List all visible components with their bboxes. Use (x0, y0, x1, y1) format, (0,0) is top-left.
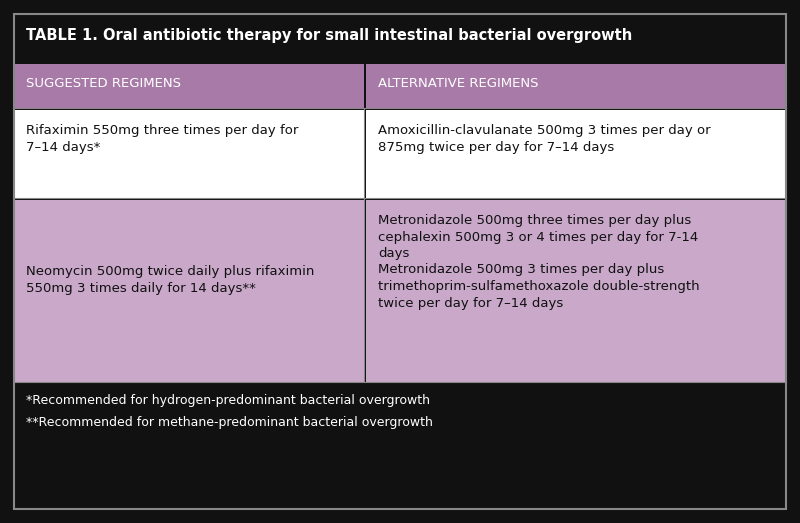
Text: SUGGESTED REGIMENS: SUGGESTED REGIMENS (26, 77, 181, 90)
Text: Neomycin 500mg twice daily plus rifaximin
550mg 3 times daily for 14 days**: Neomycin 500mg twice daily plus rifaximi… (26, 265, 314, 295)
Text: *Recommended for hydrogen-predominant bacterial overgrowth: *Recommended for hydrogen-predominant ba… (26, 394, 430, 407)
Text: **Recommended for methane-predominant bacterial overgrowth: **Recommended for methane-predominant ba… (26, 416, 433, 429)
Text: Amoxicillin-clavulanate 500mg 3 times per day or
875mg twice per day for 7–14 da: Amoxicillin-clavulanate 500mg 3 times pe… (378, 124, 711, 153)
Bar (364, 64, 366, 108)
Text: ALTERNATIVE REGIMENS: ALTERNATIVE REGIMENS (378, 77, 538, 90)
Text: TABLE 1. Oral antibiotic therapy for small intestinal bacterial overgrowth: TABLE 1. Oral antibiotic therapy for sma… (26, 28, 632, 43)
Bar (14, 384, 786, 509)
Bar (366, 64, 786, 108)
Text: Rifaximin 550mg three times per day for
7–14 days*: Rifaximin 550mg three times per day for … (26, 124, 298, 153)
Bar (366, 200, 786, 382)
Bar (14, 110, 364, 198)
Bar (14, 64, 364, 108)
Bar (364, 110, 366, 198)
Bar (14, 200, 364, 382)
Text: Metronidazole 500mg three times per day plus
cephalexin 500mg 3 or 4 times per d: Metronidazole 500mg three times per day … (378, 214, 700, 310)
Bar (364, 200, 366, 382)
Bar (14, 14, 786, 62)
Bar (366, 110, 786, 198)
